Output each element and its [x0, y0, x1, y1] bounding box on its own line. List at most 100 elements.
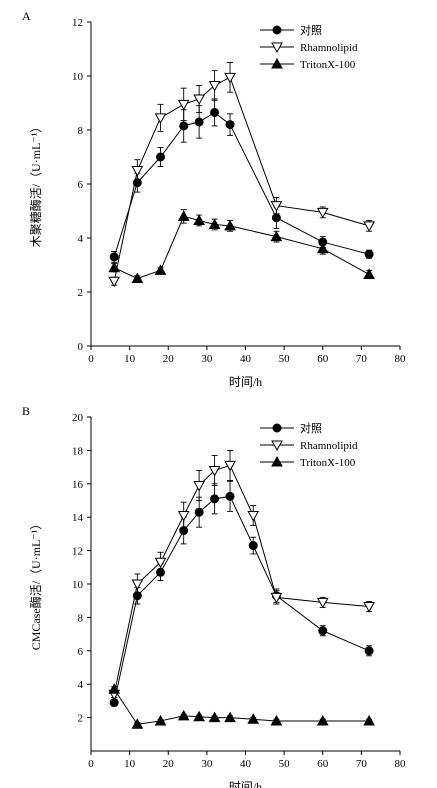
panel-b-x-tick-label: 40	[240, 758, 252, 770]
panel-b-series-2-point	[270, 592, 283, 604]
panel-a-series-1-point	[156, 152, 166, 162]
panel-a-series-2-point	[131, 166, 144, 177]
panel-a-letter: A	[22, 9, 31, 23]
panel-a-x-tick-label: 50	[279, 353, 291, 365]
panel-a-series-2-point	[270, 201, 283, 212]
panel-a-series-1-point	[271, 213, 281, 223]
panel-b-y-tick-label: 8	[78, 612, 84, 624]
panel-b-series-3-point	[316, 714, 329, 726]
panel-b-legend: 对照 Rhamnolipid TritonX-100	[260, 421, 358, 469]
panel-b-series-1-point	[194, 507, 204, 517]
panel-b-y-tick-label: 10	[72, 579, 84, 591]
panel-b-series-2-point	[224, 460, 236, 472]
panel-b-x-tick-label: 30	[201, 758, 213, 770]
panel-b-series-3-point	[224, 711, 236, 723]
panel-a-series-3-point	[154, 264, 167, 275]
panel-a-x-tick-label: 20	[163, 353, 175, 365]
panel-b-series-3-point	[208, 711, 221, 723]
panel-b-y-tick-label: 18	[72, 445, 84, 457]
panel-b-legend-label: 对照	[300, 421, 322, 435]
panel-a-y-tick-label: 2	[78, 287, 84, 299]
panel-b-y-tick-label: 12	[72, 546, 83, 558]
panel-b-series-2-point	[363, 602, 375, 613]
panel-b-series-3	[108, 683, 375, 729]
panel-b-y-tick-label: 20	[72, 412, 84, 424]
panel-b-series-3-point	[108, 683, 121, 694]
panel-b-series-2-point	[154, 557, 167, 569]
panel-a-series-1-point	[225, 120, 235, 130]
panel-b-series-3-point	[270, 714, 283, 726]
panel-b-x-tick-label: 80	[395, 758, 407, 770]
panel-b-series-1-point	[248, 541, 258, 551]
panel-b-y-axis-label: CMCase酶活/（U·mL⁻¹）	[28, 518, 43, 651]
panel-a-x-tick-label: 30	[201, 353, 213, 365]
panel-a-series-1-point	[194, 117, 204, 127]
panel-b-x-axis-label: 时间/h	[229, 780, 262, 788]
panel-a-series-1-point	[210, 107, 220, 117]
panel-a-legend-label: Rhamnolipid	[300, 42, 358, 54]
panel-a-legend-label: 对照	[300, 23, 322, 37]
panel-a-series-1-point	[109, 252, 119, 262]
panel-b-series-1-point	[210, 494, 220, 504]
panel-a-series-2	[108, 62, 375, 288]
panel-b-letter: B	[22, 404, 30, 418]
panel-a-series-1-point	[179, 121, 189, 131]
panel-a-legend-label: TritonX-100	[300, 59, 356, 71]
panel-a-series-2-point	[193, 94, 205, 105]
panel-b-series-3-point	[363, 714, 375, 726]
panel-a-series-1-line	[113, 111, 370, 258]
panel-a-x-tick-label: 10	[124, 353, 136, 365]
panel-a-y-tick-label: 12	[72, 17, 83, 29]
panel-a-series-2-line	[113, 76, 370, 282]
panel-b-y-tick-label: 6	[78, 646, 84, 658]
panel-a-y-tick-label: 4	[78, 233, 84, 245]
panel-a-series-3	[108, 209, 375, 283]
panel-a-series-3-point	[177, 210, 190, 221]
panel-a-x-axis-label: 时间/h	[229, 375, 262, 389]
panel-a-series-3-line	[113, 215, 370, 280]
panel-b-legend-label: Rhamnolipid	[300, 440, 358, 452]
panel-a-x-tick-label: 60	[317, 353, 329, 365]
panel-a-series-3-point	[316, 242, 329, 254]
panel-a-series-3-point	[224, 219, 236, 231]
panel-a-series-2-point	[177, 99, 190, 111]
panel-a-series-3-point	[363, 268, 375, 279]
panel-a: A 0 10 20 30 40 50 60 70 80 0 2 4 6 8 10 12 时间/h 木聚糖酶活/（U·…	[22, 9, 406, 389]
panel-a-y-tick-label: 8	[78, 125, 84, 137]
panel-a-legend-marker	[271, 42, 283, 54]
panel-b-series-3-point	[193, 710, 205, 722]
panel-a-series-2-point	[224, 72, 236, 84]
panel-b-series-1	[109, 480, 374, 708]
panel-b-series-2-point	[247, 511, 260, 522]
panel-b-x-tick-label: 60	[317, 758, 329, 770]
panel-b-series-2	[108, 449, 375, 701]
panel-b-series-1-line	[113, 495, 370, 703]
panel-b-series-3-point	[247, 713, 260, 724]
panel-b-series-2-point	[316, 597, 329, 609]
panel-b-legend-marker	[272, 423, 282, 433]
panel-b-series-2-point	[193, 480, 205, 492]
panel-a-series-3-point	[270, 230, 283, 242]
panel-a-x-tick-label: 80	[395, 353, 407, 365]
panel-a-series-2-point	[363, 221, 375, 232]
panel-b-series-2-point	[177, 511, 190, 522]
panel-a-legend-marker	[271, 57, 283, 69]
panel-b-series-3-point	[131, 718, 144, 729]
panel-a-y-axis-label: 木聚糖酶活/（U·mL⁻¹）	[28, 121, 43, 248]
panel-a-x-tick-label: 0	[88, 353, 94, 365]
panel-b-series-2-point	[131, 579, 144, 591]
panel-b-series-1-point	[225, 491, 235, 501]
panel-b-y-tick-label: 4	[78, 679, 84, 691]
panel-a-series-2-point	[208, 80, 221, 92]
panel-b-series-3-line	[113, 688, 370, 725]
panel-a-legend-marker	[272, 25, 282, 35]
panel-b-x-tick-label: 20	[163, 758, 175, 770]
panel-a-series-1-point	[364, 249, 374, 259]
panel-a-series-2-point	[154, 113, 167, 124]
panel-b-y-tick-label: 2	[78, 713, 84, 725]
panel-a-legend: 对照 Rhamnolipid TritonX-100	[260, 23, 358, 71]
panel-b-series-3-point	[154, 714, 167, 726]
panel-b-x-tick-label: 10	[124, 758, 136, 770]
panel-a-x-tick-label: 70	[356, 353, 368, 365]
